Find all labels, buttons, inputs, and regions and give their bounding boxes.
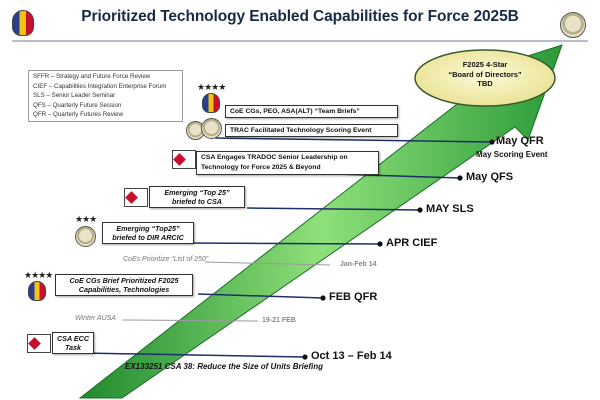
connector-line: [197, 293, 324, 299]
milestone-oct-feb: Oct 13 – Feb 14: [311, 350, 392, 362]
three-star-rank-icon: ★★★: [75, 214, 97, 224]
connector-line: [246, 207, 421, 211]
army-chief-icon: [12, 10, 34, 36]
milestone-oct-feb-sub: EX133251 CSA 38: Reduce the Size of Unit…: [125, 362, 323, 371]
army-flag-icon: [172, 150, 196, 169]
legend-item: QFS – Quarterly Future Session: [33, 101, 122, 109]
army-seal-icon: [560, 12, 586, 38]
legend-item: SFFR – Strategy and Future Force Review: [33, 73, 151, 80]
four-star-rank-icon: ★★★★: [197, 82, 226, 92]
milestone-may-qfr: May QFR: [496, 135, 544, 147]
top25-arcic-box: Emerging “Top25” briefed to DIR ARCIC: [102, 222, 194, 244]
team-briefs-box: CoE CGs, PEO, ASA(ALT) “Team Briefs”: [225, 105, 398, 118]
milestone-dot: [417, 207, 423, 213]
board-label: F2025 4-Star “Board of Directors” TBD: [425, 60, 545, 89]
connector-line: [81, 352, 306, 358]
milestone-may-sls: MAY SLS: [426, 203, 474, 215]
connector-line: [214, 137, 493, 143]
trac-scoring-box: TRAC Facilitated Technology Scoring Even…: [225, 124, 398, 137]
milestone-apr-cief: APR CIEF: [386, 237, 438, 249]
grey-event-line: [204, 261, 331, 266]
grey-event-line: [121, 319, 259, 322]
four-star-rank-icon: ★★★★: [24, 270, 53, 280]
board-line-3: TBD: [477, 79, 493, 88]
acronym-legend: SFFR – Strategy and Future Force Review …: [28, 70, 183, 122]
milestone-dot: [457, 175, 463, 181]
milestone-feb-qfr: FEB QFR: [329, 291, 378, 303]
army-flag-icon: [124, 188, 148, 207]
milestone-dot: [302, 354, 308, 360]
top25-csa-box: Emerging “Top 25” briefed to CSA: [149, 186, 245, 208]
legend-item: QFR – Quarterly Futures Review: [33, 111, 124, 119]
army-flag-icon: [27, 334, 51, 353]
milestone-dot: [489, 139, 495, 145]
milestone-dot: [377, 241, 383, 247]
army-chief-icon: [28, 281, 46, 301]
coe-cgs-brief-box: CoE CGs Brief Prioritized F2025 Capabili…: [55, 274, 193, 296]
coes-prioritize-date: Jan-Feb 14: [340, 261, 377, 268]
arcic-seal-icon: [75, 226, 96, 247]
legend-item: CIEF – Capabilities Integration Enterpri…: [33, 82, 167, 90]
board-line-2: “Board of Directors”: [448, 69, 522, 79]
page-title: Prioritized Technology Enabled Capabilit…: [81, 8, 519, 25]
milestone-dot: [320, 295, 326, 301]
csa-ecc-task-box: CSA ECC Task: [52, 332, 94, 354]
milestone-may-qfs: May QFS: [466, 171, 514, 183]
connector-line: [181, 242, 381, 245]
title-divider: [12, 40, 588, 42]
csa-engages-box: CSA Engages TRADOC Senior Leadership on …: [196, 151, 379, 175]
legend-item: SLS – Senior Leader Seminar: [33, 92, 116, 100]
board-of-directors-ellipse: [414, 49, 556, 107]
milestone-may-qfr-sub: May Scoring Event: [476, 150, 548, 159]
peo-seal-icon: [201, 118, 222, 139]
army-chief-icon: [202, 93, 220, 113]
board-line-1: F2025 4-Star: [462, 60, 508, 69]
winter-ausa-date: 19-21 FEB: [262, 317, 296, 324]
coes-prioritize-label: CoEs Prioritize “List of 250”: [123, 256, 209, 263]
winter-ausa-label: Winter AUSA: [75, 315, 116, 322]
